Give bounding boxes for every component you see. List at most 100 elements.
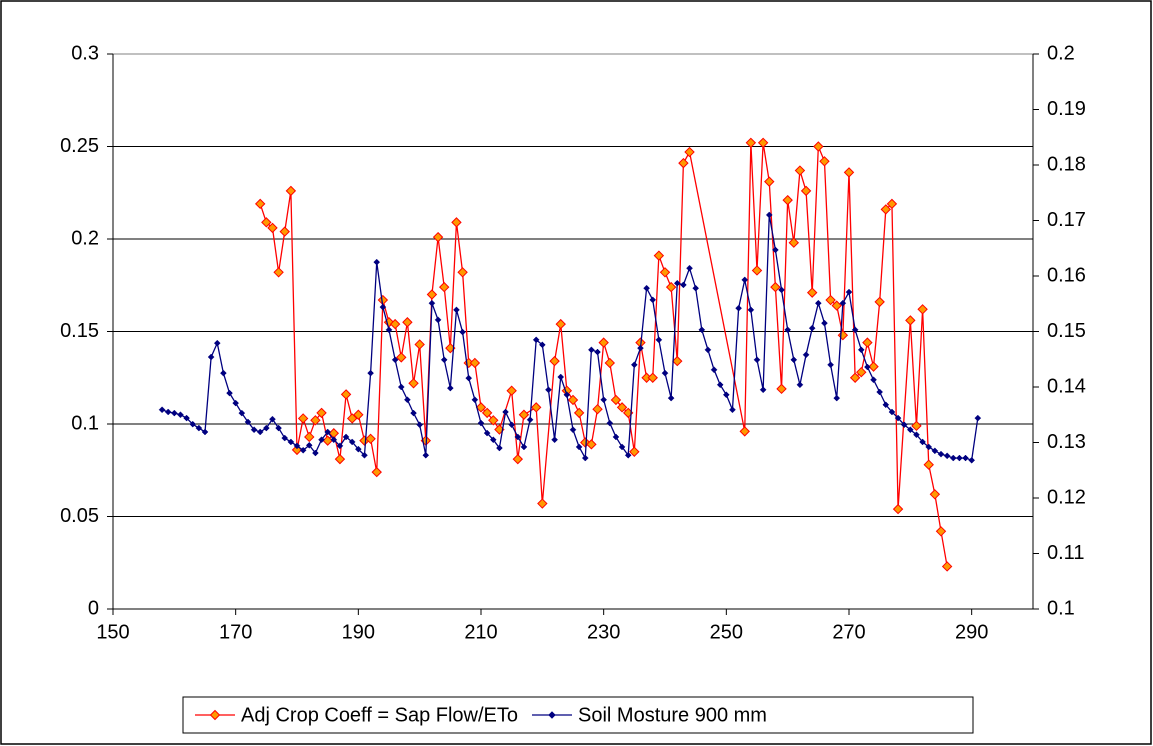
marker	[232, 399, 240, 407]
marker	[312, 449, 319, 457]
marker	[475, 402, 487, 413]
marker	[843, 167, 855, 178]
marker	[667, 394, 675, 402]
marker	[729, 406, 736, 414]
marker	[698, 326, 706, 334]
y-tick-label: 0	[88, 597, 99, 619]
marker	[935, 526, 947, 537]
marker	[285, 185, 297, 197]
marker	[367, 369, 374, 377]
x-tick-label: 150	[96, 621, 129, 643]
marker	[177, 411, 184, 419]
marker	[759, 386, 767, 394]
marker	[880, 204, 892, 215]
marker	[469, 357, 481, 369]
marker	[397, 383, 405, 391]
marker	[488, 415, 499, 426]
marker	[287, 438, 295, 446]
marker	[520, 443, 528, 451]
marker	[673, 279, 681, 287]
marker	[279, 226, 290, 237]
marker	[330, 436, 338, 444]
marker	[618, 443, 626, 451]
marker	[778, 286, 785, 294]
marker	[659, 267, 671, 278]
marker	[888, 408, 896, 416]
marker	[316, 407, 327, 419]
marker	[428, 299, 436, 307]
marker	[373, 258, 381, 266]
marker	[170, 409, 178, 417]
marker	[770, 281, 781, 293]
marker	[518, 409, 530, 420]
marker	[757, 137, 769, 149]
marker	[765, 211, 773, 219]
marker	[451, 217, 462, 228]
marker	[389, 318, 401, 330]
marker	[318, 436, 325, 444]
y-tick-label: 0.15	[60, 320, 99, 342]
marker	[870, 376, 877, 384]
marker	[457, 267, 468, 278]
marker	[508, 421, 516, 429]
marker	[680, 281, 687, 289]
marker	[244, 418, 252, 426]
marker	[555, 318, 566, 330]
marker	[937, 450, 945, 458]
marker	[747, 306, 755, 314]
marker	[477, 419, 485, 427]
marker	[465, 374, 473, 382]
marker	[592, 403, 603, 415]
marker	[745, 137, 757, 149]
marker	[348, 438, 356, 446]
marker	[637, 344, 644, 352]
marker	[931, 447, 939, 455]
marker	[813, 141, 824, 152]
marker	[643, 284, 650, 292]
marker	[557, 373, 565, 381]
marker	[438, 281, 450, 293]
marker	[851, 326, 859, 334]
marker	[391, 356, 399, 364]
marker	[802, 351, 810, 359]
marker	[220, 369, 227, 377]
marker	[686, 264, 693, 272]
marker	[453, 306, 460, 314]
marker	[353, 409, 364, 420]
marker	[408, 378, 419, 389]
marker	[414, 339, 425, 350]
marker	[864, 363, 871, 371]
marker	[573, 407, 585, 419]
marker	[361, 451, 368, 459]
marker	[201, 428, 209, 436]
marker	[856, 366, 867, 378]
marker	[788, 237, 800, 248]
marker	[825, 294, 836, 306]
y2-tick-label: 0.19	[1047, 98, 1086, 120]
marker	[183, 414, 190, 422]
marker	[226, 389, 233, 397]
marker	[256, 428, 264, 436]
marker	[800, 185, 812, 197]
marker	[538, 341, 546, 349]
marker	[483, 429, 491, 437]
x-tick-label: 210	[464, 621, 497, 643]
x-tick-label: 170	[219, 621, 252, 643]
marker	[600, 396, 608, 404]
marker	[588, 346, 595, 354]
marker	[207, 353, 215, 361]
marker	[790, 356, 798, 364]
marker	[293, 442, 301, 450]
y2-tick-label: 0.11	[1047, 542, 1084, 564]
marker	[911, 420, 922, 432]
marker	[678, 157, 689, 169]
y-tick-label: 0.2	[71, 227, 99, 249]
marker	[432, 231, 444, 243]
marker	[545, 386, 552, 394]
marker	[532, 336, 540, 344]
y2-tick-label: 0.1	[1047, 597, 1075, 619]
marker	[943, 452, 951, 460]
marker	[764, 176, 775, 187]
